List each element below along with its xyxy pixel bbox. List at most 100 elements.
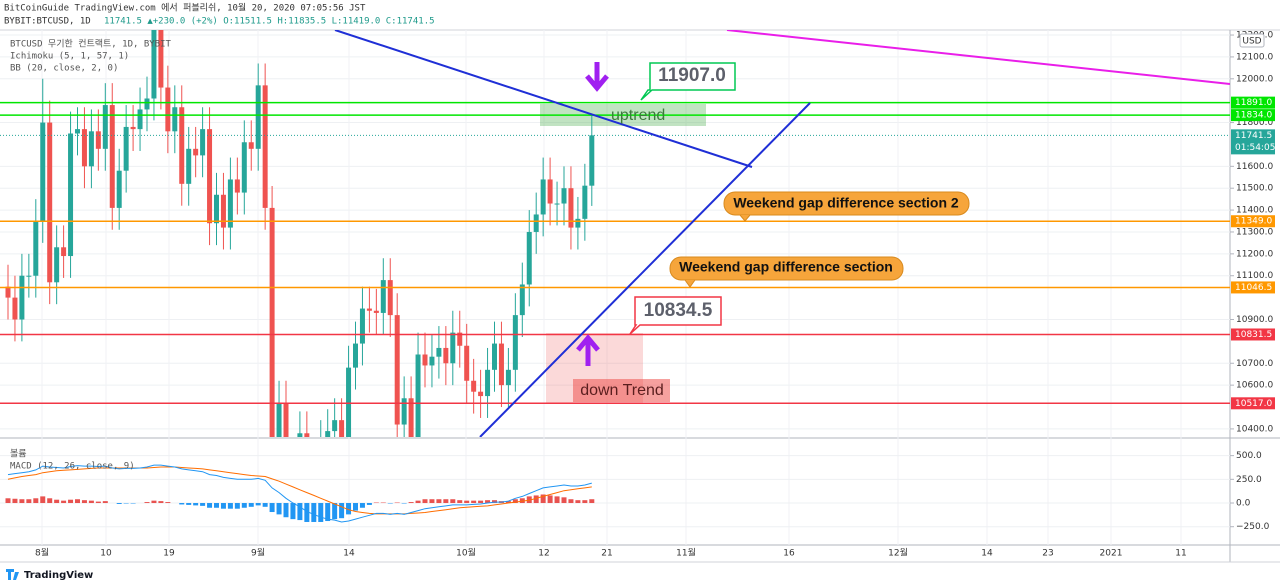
candle-body [422,354,428,366]
last-price-label: 11741.5 [1235,131,1272,141]
price-label-box [1231,328,1275,341]
candle-body [179,107,185,184]
price-label-box [1231,215,1275,228]
candle-body [68,133,74,257]
candle-body [81,129,87,167]
price-label: 11891.0 [1235,98,1272,108]
y-tick-label: 11800.0 [1236,118,1273,128]
down-arrow [585,62,609,92]
candle-body [512,315,518,370]
histogram-bar [158,501,164,504]
candle-body [485,369,491,397]
callout-box [640,62,736,101]
price-label-box [1231,109,1275,122]
candle-body [61,247,67,257]
candle-body [186,148,192,184]
histogram-bar [359,503,365,508]
price-label: 11046.5 [1235,283,1272,293]
candle-body [276,402,282,437]
histogram-bar [151,500,157,504]
histogram-bar [200,503,206,506]
candle-body [40,122,46,222]
histogram-bar [241,503,247,508]
candle-body [227,179,233,228]
histogram-bar [193,503,199,506]
trend-line [726,30,1230,85]
y-tick-label: 12100.0 [1236,52,1273,62]
callout-box [669,256,904,281]
candle-body [373,310,379,313]
histogram-bar [457,500,463,504]
histogram-bar [95,501,101,504]
candle-body [492,343,497,370]
histogram-bar [339,503,345,519]
annotation: uptrend [611,107,665,124]
candle-body [123,126,129,171]
candle-body [75,129,80,134]
histogram-bar [116,503,122,504]
histogram-bar [214,503,219,508]
histogram-bar [276,503,282,515]
histogram-bar [353,503,358,511]
histogram-bar [415,500,421,504]
trend-line [334,30,753,168]
histogram-bar [47,498,53,504]
candle-body [387,280,393,316]
histogram-bar [234,503,240,509]
histogram-bar [26,499,32,504]
candle-body [255,85,261,149]
candle-body [95,131,101,149]
x-tick-label: 14 [981,549,993,559]
candle-body [220,194,226,228]
candle-body [533,214,539,232]
histogram-bar [443,499,449,504]
candle-body [526,231,532,285]
legend-entry: MACD (12, 26, close, 9) [10,462,135,472]
candle-body [102,105,108,149]
histogram-bar [5,498,11,504]
histogram-bar [582,500,588,504]
histogram-bar [19,499,25,504]
candle-body [241,142,247,193]
x-tick-label: 9월 [251,547,265,559]
candle-body [505,369,511,386]
price-label: 10831.5 [1235,330,1272,340]
macd-line [7,464,592,523]
histogram-bar [12,498,18,504]
candle-body [408,398,414,437]
y-tick-label: 11300.0 [1236,227,1273,237]
candle-body [283,402,289,437]
callout-box [629,296,722,335]
candle-body [165,87,171,132]
histogram-bar [512,499,518,504]
y-tick-label: 11500.0 [1236,184,1273,194]
y-tick-label: 10900.0 [1236,315,1273,325]
histogram-bar [408,502,414,504]
histogram-bar [290,503,296,520]
candle-body [332,420,338,432]
histogram-bar [255,503,261,506]
histogram-bar [68,499,74,504]
x-tick-label: 2021 [1100,549,1123,559]
publisher: BitCoinGuide TradingView.com 에서 퍼블리쉬, 10… [4,2,366,14]
legend-entry: BB (20, close, 2, 0) [10,64,118,74]
histogram-bar [492,500,497,504]
histogram-bar [561,497,567,504]
legend-entry: Ichimoku (5, 1, 57, 1) [10,52,129,62]
x-tick-label: 10 [100,549,112,559]
histogram-bar [227,503,233,509]
candle-body [547,179,553,204]
histogram-bar [429,499,435,504]
histogram-bar [471,500,477,504]
histogram-bar [269,503,275,513]
last-price-box [1231,129,1275,155]
candle-body [5,286,11,298]
logo-icon [6,569,19,580]
currency-box[interactable] [1239,33,1265,48]
candle-body [353,343,358,368]
y-tick-label: 11100.0 [1236,271,1273,281]
y-tick-label: 11600.0 [1236,162,1273,172]
annotation: down Trend [580,382,664,399]
price-label-box [1231,96,1275,109]
histogram-bar [304,503,310,522]
